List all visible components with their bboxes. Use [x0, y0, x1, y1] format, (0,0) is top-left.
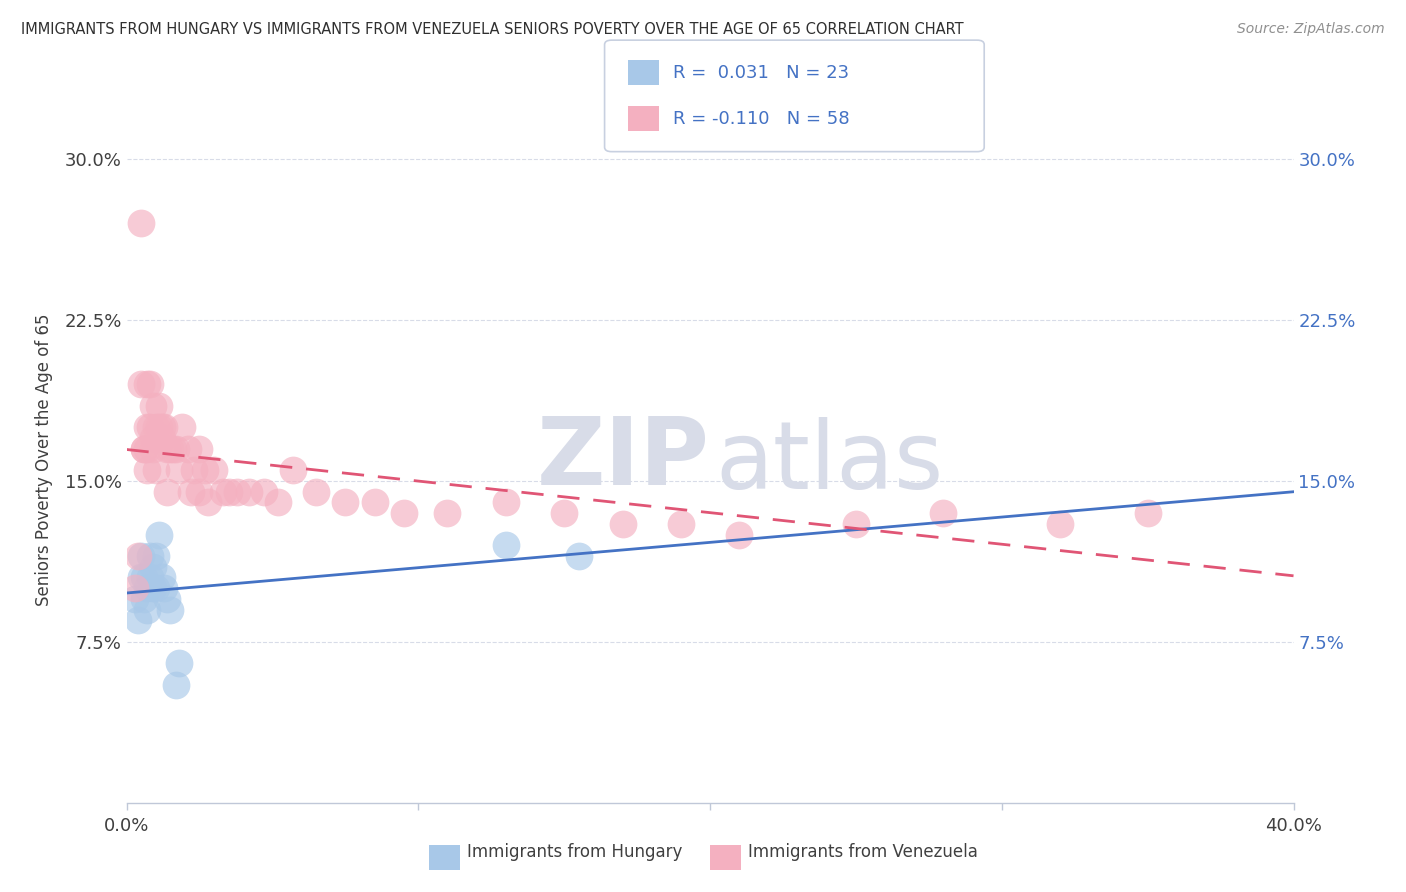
Point [145, 549, 167, 563]
Point [136, 602, 159, 616]
Point [127, 549, 149, 563]
Point [142, 559, 165, 574]
Point [568, 549, 591, 563]
Point [159, 602, 181, 616]
Point [845, 516, 868, 531]
Point [363, 495, 385, 509]
Point [139, 549, 162, 563]
Point [142, 431, 165, 445]
Point [136, 463, 159, 477]
Point [156, 484, 179, 499]
Point [142, 442, 165, 456]
Point [281, 463, 304, 477]
Text: R =  0.031   N = 23: R = 0.031 N = 23 [673, 63, 849, 81]
Point [165, 678, 187, 692]
Point [139, 570, 162, 584]
Point [129, 570, 152, 584]
Point [156, 442, 179, 456]
Point [127, 613, 149, 627]
Y-axis label: Seniors Poverty Over the Age of 65: Seniors Poverty Over the Age of 65 [35, 313, 53, 606]
Point [124, 591, 146, 606]
Point [669, 516, 692, 531]
Text: Source: ZipAtlas.com: Source: ZipAtlas.com [1237, 22, 1385, 37]
Text: IMMIGRANTS FROM HUNGARY VS IMMIGRANTS FROM VENEZUELA SENIORS POVERTY OVER THE AG: IMMIGRANTS FROM HUNGARY VS IMMIGRANTS FR… [21, 22, 963, 37]
Point [165, 442, 187, 456]
Text: Immigrants from Venezuela: Immigrants from Venezuela [748, 843, 977, 861]
Point [136, 377, 159, 392]
Point [495, 495, 517, 509]
Point [335, 495, 357, 509]
Point [148, 420, 170, 434]
Point [132, 570, 155, 584]
Point [188, 484, 211, 499]
Point [150, 431, 173, 445]
Point [238, 484, 260, 499]
Point [142, 399, 165, 413]
Point [136, 581, 159, 595]
Point [180, 484, 202, 499]
Point [167, 463, 190, 477]
Text: Immigrants from Hungary: Immigrants from Hungary [467, 843, 682, 861]
Text: R = -0.110   N = 58: R = -0.110 N = 58 [673, 110, 851, 128]
Point [129, 216, 152, 230]
Point [194, 463, 217, 477]
Point [150, 570, 173, 584]
Point [392, 506, 415, 520]
Point [153, 420, 176, 434]
Point [170, 420, 193, 434]
Point [1049, 516, 1071, 531]
Point [145, 420, 167, 434]
Point [139, 377, 162, 392]
Point [267, 495, 290, 509]
Point [148, 399, 170, 413]
Point [139, 420, 162, 434]
Point [183, 463, 205, 477]
Point [150, 420, 173, 434]
Point [132, 442, 155, 456]
Point [124, 581, 146, 595]
Point [188, 442, 211, 456]
Point [202, 463, 225, 477]
Point [197, 495, 219, 509]
Point [218, 484, 240, 499]
Point [167, 657, 190, 671]
Point [211, 484, 233, 499]
Point [553, 506, 575, 520]
Text: atlas: atlas [716, 417, 943, 508]
Point [153, 581, 176, 595]
Point [728, 527, 751, 541]
Point [436, 506, 458, 520]
Point [129, 377, 152, 392]
Point [132, 442, 155, 456]
Point [132, 591, 155, 606]
Point [253, 484, 276, 499]
Point [156, 591, 179, 606]
Text: ZIP: ZIP [537, 413, 710, 506]
Point [495, 538, 517, 552]
Point [162, 442, 184, 456]
Point [148, 527, 170, 541]
Point [159, 442, 181, 456]
Point [142, 581, 165, 595]
Point [129, 549, 152, 563]
Point [145, 581, 167, 595]
Point [1136, 506, 1159, 520]
Point [136, 420, 159, 434]
Point [305, 484, 328, 499]
Point [932, 506, 955, 520]
Point [612, 516, 634, 531]
Point [145, 463, 167, 477]
Point [226, 484, 249, 499]
Point [136, 442, 159, 456]
Point [177, 442, 200, 456]
